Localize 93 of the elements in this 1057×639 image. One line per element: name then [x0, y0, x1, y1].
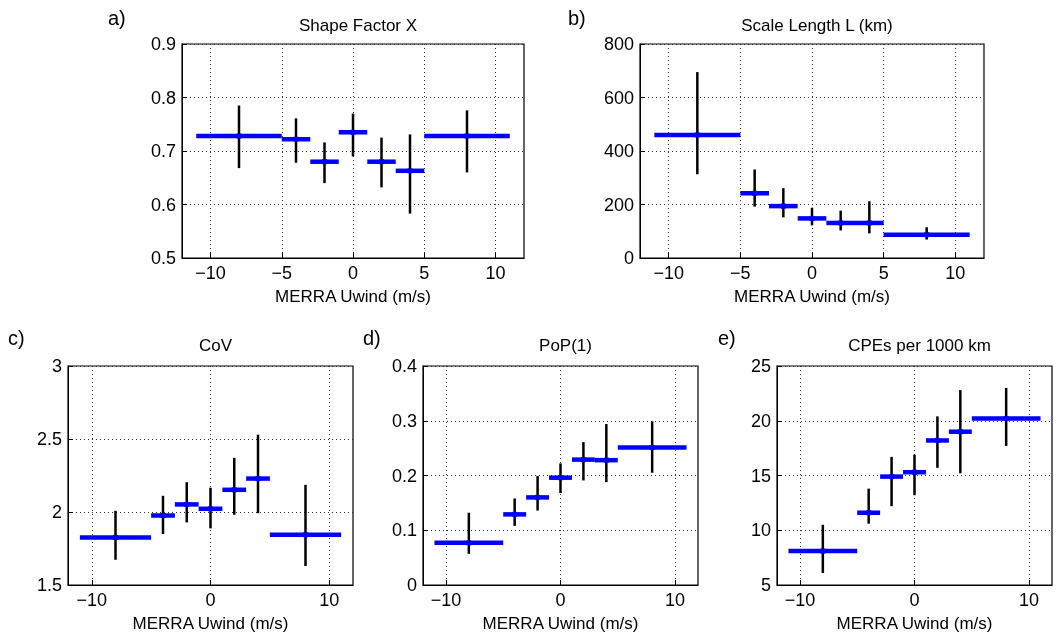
y-tick-label: 0.8	[150, 87, 176, 108]
y-tick-label: 0.6	[150, 194, 176, 215]
x-tick-label: −10	[430, 590, 462, 610]
x-tick-label: 10	[319, 590, 340, 610]
point	[464, 133, 470, 139]
point	[752, 190, 758, 196]
point	[603, 457, 609, 463]
chart-title: Shape Factor X	[298, 16, 418, 35]
text: d)	[363, 327, 381, 349]
x-tick-label: 0	[205, 590, 216, 610]
y-tick-label: 400	[603, 141, 634, 161]
y-tick-label: 800	[603, 34, 634, 54]
x-tick-label: −10	[195, 263, 226, 283]
x-tick-label: −10	[653, 263, 684, 283]
point	[512, 511, 518, 517]
x-tick-label: 10	[665, 590, 686, 610]
y-tick-label: 0.2	[391, 465, 417, 486]
point	[694, 132, 700, 138]
x-tick-label: −5	[730, 263, 751, 283]
y-tick-label: 1.5	[36, 575, 62, 595]
point	[809, 215, 815, 221]
x-tick-label: 0	[806, 263, 818, 283]
x-tick-label: 10	[945, 263, 966, 283]
y-tick-label: 0.9	[150, 34, 176, 54]
x-tick-label: 5	[878, 263, 889, 283]
point	[838, 220, 844, 226]
y-tick-label: 0.7	[150, 141, 176, 161]
y-tick-label: 0.4	[391, 356, 417, 376]
point	[231, 487, 237, 493]
point	[889, 474, 895, 480]
y-tick-label: 10	[750, 520, 771, 541]
x-tick-label: −10	[76, 590, 108, 610]
x-axis-title: MERRA Uwind (m/s)	[734, 287, 890, 306]
point	[208, 506, 213, 512]
y-tick-label: 20	[750, 410, 771, 431]
point	[1003, 416, 1009, 422]
point	[293, 136, 299, 142]
point	[350, 129, 356, 135]
y-tick-label: 0.5	[150, 248, 176, 268]
y-tick-label: 15	[750, 465, 771, 486]
y-tick-label: 200	[603, 194, 634, 215]
x-tick-label: −10	[784, 590, 816, 610]
point	[466, 540, 472, 546]
point	[649, 445, 655, 451]
x-axis-title: MERRA Uwind (m/s)	[132, 614, 289, 633]
text: b)	[568, 7, 586, 29]
point	[379, 159, 384, 165]
chart-title: Scale Length L (km)	[741, 16, 893, 35]
x-tick-label: −5	[271, 263, 293, 283]
y-tick-label: 25	[750, 356, 771, 376]
y-tick-label: 2.5	[36, 429, 62, 449]
y-tick-label: 600	[603, 87, 634, 108]
x-axis-title: MERRA Uwind (m/s)	[275, 287, 431, 306]
point	[236, 133, 242, 139]
x-tick-label: 0	[909, 590, 920, 610]
point	[957, 429, 963, 435]
point	[407, 168, 413, 174]
point	[780, 203, 786, 209]
y-tick-label: 0	[623, 248, 634, 268]
y-tick-label: 0.1	[391, 520, 417, 541]
point	[866, 510, 872, 516]
x-tick-label: 0	[555, 590, 566, 610]
point	[535, 494, 541, 500]
x-tick-label: 5	[419, 263, 430, 283]
y-tick-label: 0.3	[391, 410, 417, 431]
point	[184, 501, 190, 507]
point	[303, 532, 308, 538]
point	[113, 534, 118, 540]
x-axis-title: MERRA Uwind (m/s)	[836, 614, 993, 633]
point	[580, 457, 586, 463]
point	[924, 232, 930, 238]
point	[912, 469, 917, 475]
chart-title: CPEs per 1000 km	[848, 336, 991, 355]
x-tick-label: 10	[485, 263, 506, 283]
point	[934, 437, 940, 443]
x-axis-title: MERRA Uwind (m/s)	[482, 614, 639, 633]
x-tick-label: 0	[347, 263, 359, 283]
y-tick-label: 0	[406, 575, 417, 595]
point	[866, 220, 872, 226]
y-tick-label: 3	[51, 356, 62, 376]
y-tick-label: 5	[760, 575, 771, 595]
text: e)	[718, 327, 736, 349]
text: a)	[108, 7, 126, 29]
x-tick-label: 10	[1019, 590, 1040, 610]
chart-title: PoP(1)	[539, 336, 592, 355]
point	[322, 159, 327, 165]
point	[558, 475, 563, 481]
y-tick-label: 2	[51, 502, 62, 522]
point	[160, 513, 166, 518]
text: c)	[8, 327, 25, 349]
chart-title: CoV	[198, 336, 233, 355]
point	[255, 476, 261, 482]
point	[820, 548, 826, 554]
